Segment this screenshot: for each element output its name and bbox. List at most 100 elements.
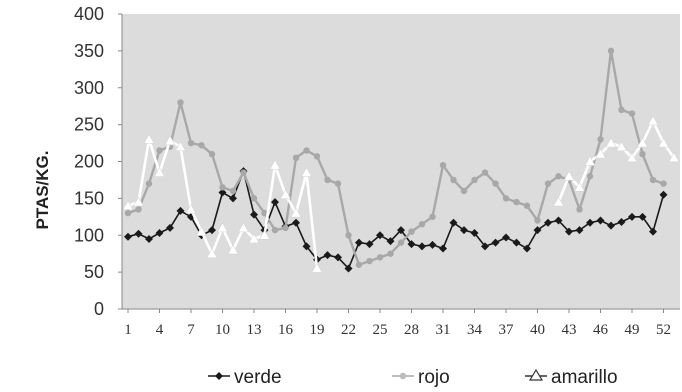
data-point-verde [554, 216, 563, 225]
data-point-verde [302, 242, 311, 251]
data-point-rojo [240, 169, 247, 176]
data-point-rojo [271, 226, 279, 234]
data-point-amarillo [658, 137, 669, 148]
data-point-verde [334, 253, 342, 262]
data-point-rojo [208, 150, 216, 158]
data-point-rojo [618, 106, 625, 114]
data-point-amarillo [553, 196, 564, 207]
x-tick-label: 1 [124, 322, 132, 338]
data-point-rojo [586, 173, 594, 180]
y-tick-label: 300 [74, 78, 104, 98]
series-line-verde [127, 170, 665, 270]
x-tick-label: 4 [156, 322, 164, 338]
data-point-rojo [292, 154, 300, 162]
data-point-verde [659, 190, 668, 199]
data-point-rojo [303, 147, 310, 154]
data-point-verde [502, 233, 510, 242]
data-point-amarillo [227, 244, 239, 255]
x-tick-label: 40 [530, 322, 545, 338]
y-tick-label: 50 [84, 262, 104, 282]
data-point-rojo [450, 176, 457, 184]
data-point-amarillo [595, 148, 606, 159]
data-point-verde [271, 198, 279, 207]
data-point-verde [397, 226, 405, 235]
y-tick-label: 200 [74, 152, 104, 172]
data-point-amarillo [563, 170, 575, 181]
data-point-verde [134, 229, 143, 238]
data-point-rojo [366, 257, 373, 265]
data-point-verde [460, 226, 468, 235]
legend-label: rojo [418, 367, 450, 388]
legend-item-rojo: rojo [392, 367, 450, 388]
series-line-rojo [127, 49, 664, 266]
data-point-rojo [124, 209, 132, 217]
data-point-amarillo [647, 115, 659, 126]
data-point-verde [323, 251, 332, 260]
data-point-rojo [145, 180, 153, 187]
data-point-amarillo [122, 200, 134, 210]
x-tick-label: 10 [215, 322, 230, 338]
data-point-verde [596, 216, 605, 225]
data-point-amarillo [217, 222, 228, 233]
data-point-verde [523, 244, 531, 253]
x-axis: 1 4 7 10 13 16 19 22 25 28 31 34 37 40 43 46 49 52 [122, 308, 680, 338]
legend-label: amarillo [551, 367, 618, 388]
data-point-amarillo [259, 229, 270, 240]
data-point-amarillo [269, 159, 281, 170]
x-tick-label: 28 [404, 322, 419, 338]
data-point-verde [491, 238, 500, 247]
data-point-amarillo [280, 189, 291, 199]
data-point-amarillo [626, 152, 638, 163]
data-point-rojo [607, 47, 615, 55]
x-tick-label: 7 [187, 322, 195, 338]
y-tick-label: 150 [74, 188, 104, 208]
data-point-verde [145, 234, 153, 243]
data-point-rojo [429, 213, 436, 221]
data-point-rojo [156, 147, 163, 154]
data-point-amarillo [238, 222, 249, 233]
legend-item-verde: verde [208, 367, 282, 388]
data-point-rojo [345, 232, 352, 239]
data-point-amarillo [206, 248, 218, 258]
data-point-verde [544, 218, 552, 227]
data-point-rojo [460, 187, 468, 195]
data-point-rojo [439, 161, 447, 169]
data-point-verde [638, 212, 647, 221]
data-point-rojo [324, 176, 331, 184]
legend-item-amarillo: amarillo [525, 367, 618, 388]
x-tick-label: 19 [310, 322, 325, 338]
data-point-verde [208, 226, 216, 235]
data-point-rojo [387, 250, 394, 257]
x-tick-label: 43 [562, 322, 577, 338]
x-tick-label: 46 [593, 322, 609, 338]
data-point-amarillo [196, 226, 207, 236]
data-point-rojo [397, 239, 405, 246]
x-tick-label: 13 [247, 322, 262, 338]
y-axis: 0 50 100 150 200 250 300 350 400 [74, 4, 123, 319]
data-point-verde [428, 240, 437, 249]
data-point-verde [586, 218, 594, 227]
data-point-verde [565, 227, 573, 236]
data-point-amarillo [668, 152, 680, 163]
legend-marker [528, 368, 544, 381]
data-point-amarillo [143, 133, 155, 144]
data-point-amarillo [154, 167, 165, 177]
data-point-rojo [229, 187, 237, 195]
data-point-rojo [513, 198, 520, 206]
data-point-rojo [534, 217, 541, 224]
data-point-verde [365, 240, 374, 249]
data-point-amarillo [311, 262, 323, 273]
data-point-amarillo [133, 196, 144, 207]
data-point-rojo [492, 180, 499, 187]
data-point-verde [607, 221, 615, 230]
data-point-verde [439, 244, 447, 253]
series-rojo [124, 47, 667, 268]
data-point-verde [649, 227, 657, 236]
legend-marker [215, 372, 223, 380]
data-point-rojo [649, 176, 657, 184]
data-point-verde [355, 238, 363, 247]
data-point-amarillo [574, 181, 585, 192]
data-point-rojo [198, 142, 205, 149]
data-point-rojo [250, 195, 258, 202]
